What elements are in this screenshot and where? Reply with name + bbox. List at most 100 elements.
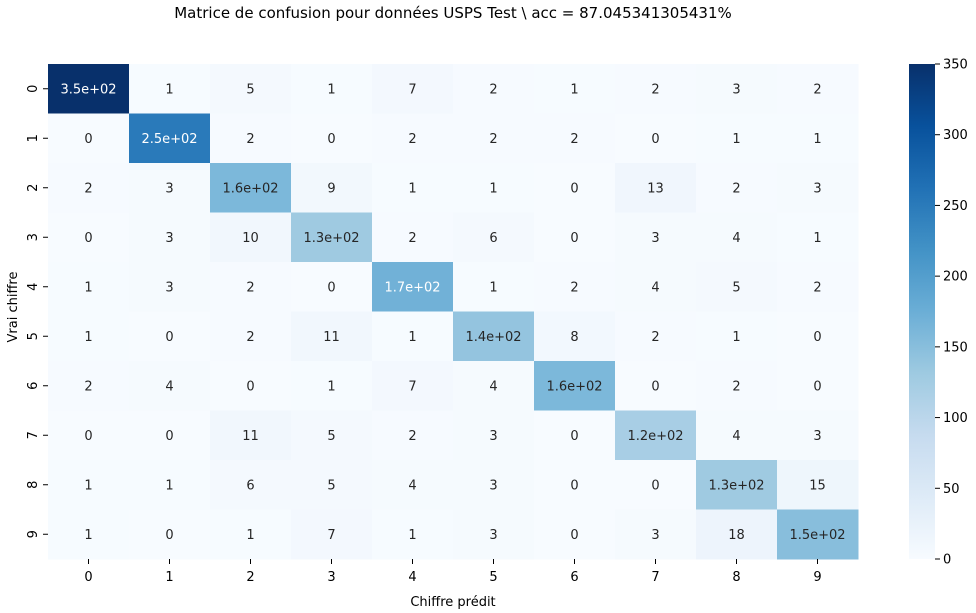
heatmap-cell bbox=[534, 311, 616, 362]
heatmap-cell bbox=[534, 262, 616, 312]
cell-annotation: 1 bbox=[327, 82, 335, 97]
cell-annotation: 3 bbox=[489, 528, 497, 543]
cell-annotation: 1 bbox=[489, 181, 497, 196]
cell-annotation: 2 bbox=[246, 132, 254, 147]
cell-annotation: 1 bbox=[84, 280, 92, 295]
heatmap-cell bbox=[777, 64, 859, 114]
heatmap-cell bbox=[129, 113, 211, 164]
y-axis-label: Vrai chiffre bbox=[6, 272, 21, 343]
cell-annotation: 2 bbox=[489, 82, 497, 97]
cell-annotation: 1.3e+02 bbox=[303, 231, 359, 246]
cell-annotation: 1.6e+02 bbox=[546, 379, 602, 394]
heatmap-cell bbox=[615, 509, 697, 560]
heatmap-cell bbox=[210, 212, 292, 263]
heatmap-cell bbox=[129, 509, 211, 560]
colorbar-tick-label: 50 bbox=[943, 482, 960, 497]
cell-annotation: 0 bbox=[570, 478, 578, 493]
heatmap-cell bbox=[777, 311, 859, 362]
cell-annotation: 18 bbox=[728, 528, 745, 543]
heatmap-cell bbox=[534, 163, 616, 213]
colorbar-tick-label: 350 bbox=[943, 58, 968, 73]
heatmap-cell bbox=[210, 311, 292, 362]
chart-title: Matrice de confusion pour données USPS T… bbox=[174, 4, 732, 22]
cell-annotation: 0 bbox=[327, 280, 335, 295]
cell-annotation: 0 bbox=[165, 330, 173, 345]
x-axis-label: Chiffre prédit bbox=[410, 595, 495, 610]
heatmap-cell bbox=[372, 410, 454, 461]
cell-annotations: 3.5e+02 1 5 1 7 2 1 2 3 20 2.5e+02 2 0 2 2 2 0 1 12 3 1.6e+0… bbox=[60, 82, 845, 543]
cell-annotation: 2 bbox=[732, 181, 740, 196]
heatmap-cell bbox=[129, 361, 211, 411]
heatmap-cell bbox=[534, 361, 616, 411]
cell-annotation: 0 bbox=[84, 132, 92, 147]
heatmap-cell bbox=[210, 113, 292, 164]
cell-annotation: 0 bbox=[165, 528, 173, 543]
colorbar-tick-label: 250 bbox=[943, 199, 968, 214]
cell-annotation: 1.5e+02 bbox=[789, 528, 845, 543]
x-tick-label: 4 bbox=[408, 570, 416, 585]
cell-annotation: 3.5e+02 bbox=[60, 82, 116, 97]
colorbar-tick-label: 100 bbox=[943, 411, 968, 426]
cell-annotation: 3 bbox=[651, 528, 659, 543]
heatmap-cell bbox=[777, 113, 859, 164]
cell-annotation: 1 bbox=[570, 82, 578, 97]
x-tick-label: 0 bbox=[84, 570, 92, 585]
heatmap-cell bbox=[129, 311, 211, 362]
cell-annotation: 0 bbox=[246, 379, 254, 394]
cell-annotation: 0 bbox=[327, 132, 335, 147]
heatmap-cell bbox=[210, 163, 292, 213]
colorbar-tick-label: 300 bbox=[943, 128, 968, 143]
cell-annotation: 0 bbox=[813, 330, 821, 345]
heatmap-cell bbox=[534, 64, 616, 114]
cell-annotation: 2 bbox=[84, 181, 92, 196]
cell-annotation: 6 bbox=[246, 478, 254, 493]
colorbar: 0 50 100 150 200 250 300 350 bbox=[909, 58, 968, 568]
colorbar-gradient bbox=[909, 64, 935, 559]
heatmap-cell bbox=[615, 212, 697, 263]
heatmap-cells bbox=[48, 64, 859, 560]
heatmap-cell bbox=[615, 113, 697, 164]
cell-annotation: 1 bbox=[732, 330, 740, 345]
heatmap-cell bbox=[777, 212, 859, 263]
heatmap-cell bbox=[534, 509, 616, 560]
cell-annotation: 0 bbox=[651, 379, 659, 394]
heatmap-cell bbox=[291, 163, 373, 213]
cell-annotation: 0 bbox=[84, 429, 92, 444]
cell-annotation: 3 bbox=[732, 82, 740, 97]
heatmap-cell bbox=[291, 64, 373, 114]
cell-annotation: 10 bbox=[242, 231, 259, 246]
cell-annotation: 5 bbox=[246, 82, 254, 97]
cell-annotation: 1 bbox=[813, 132, 821, 147]
cell-annotation: 1.4e+02 bbox=[465, 330, 521, 345]
heatmap-cell bbox=[777, 361, 859, 411]
cell-annotation: 3 bbox=[165, 231, 173, 246]
cell-annotation: 1 bbox=[408, 330, 416, 345]
heatmap-cell bbox=[291, 460, 373, 510]
heatmap-cell bbox=[696, 262, 778, 312]
x-tick-label: 3 bbox=[327, 570, 335, 585]
heatmap-cell bbox=[696, 212, 778, 263]
cell-annotation: 11 bbox=[242, 429, 259, 444]
heatmap-cell bbox=[129, 410, 211, 461]
x-tick-label: 1 bbox=[165, 570, 173, 585]
cell-annotation: 0 bbox=[84, 231, 92, 246]
heatmap-cell bbox=[210, 262, 292, 312]
heatmap-cell bbox=[48, 509, 130, 560]
heatmap-cell bbox=[534, 410, 616, 461]
heatmap-cell bbox=[534, 113, 616, 164]
heatmap-cell bbox=[534, 460, 616, 510]
y-tick-label: 9 bbox=[26, 530, 41, 538]
y-tick-label: 5 bbox=[26, 332, 41, 340]
cell-annotation: 2 bbox=[408, 132, 416, 147]
heatmap-cell bbox=[453, 311, 535, 362]
cell-annotation: 1 bbox=[489, 280, 497, 295]
heatmap-cell bbox=[615, 410, 697, 461]
heatmap-cell bbox=[615, 262, 697, 312]
cell-annotation: 1 bbox=[84, 528, 92, 543]
y-tick-label: 0 bbox=[26, 85, 41, 93]
cell-annotation: 6 bbox=[489, 231, 497, 246]
cell-annotation: 1 bbox=[246, 528, 254, 543]
heatmap-cell bbox=[210, 64, 292, 114]
cell-annotation: 2 bbox=[408, 231, 416, 246]
